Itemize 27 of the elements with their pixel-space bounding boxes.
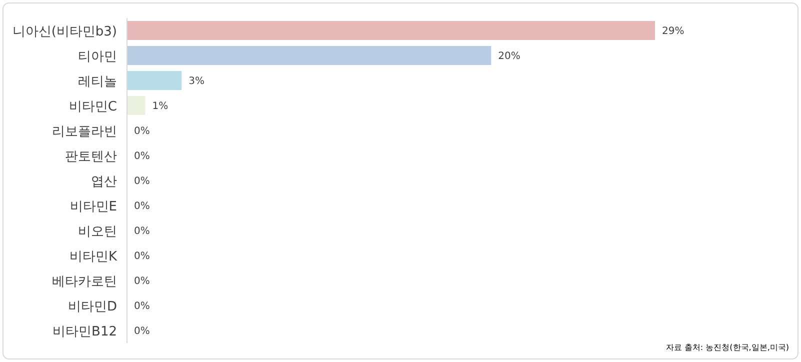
y-tick-label: 비타민K — [69, 250, 118, 264]
data-label: 0% — [134, 176, 150, 187]
y-tick-label: 비타민B12 — [52, 324, 117, 340]
data-label: 29% — [662, 26, 684, 37]
data-label: 1% — [152, 101, 168, 112]
data-label: 3% — [188, 76, 204, 87]
data-label: 0% — [134, 251, 150, 262]
data-label: 0% — [134, 301, 150, 312]
data-label: 0% — [134, 226, 150, 237]
data-label: 0% — [134, 276, 150, 287]
y-tick-label: 판토텐산 — [65, 150, 117, 164]
y-tick-label: 베타카로틴 — [52, 274, 117, 290]
y-tick-label: 레티놀 — [78, 74, 117, 90]
y-tick-label: 엽산 — [91, 174, 117, 190]
y-tick-label: 비오틴 — [78, 224, 117, 240]
data-label: 0% — [134, 151, 150, 162]
y-tick-label: 비타민D — [68, 300, 117, 314]
data-label: 0% — [134, 326, 150, 337]
y-tick-label: 비타민C — [68, 100, 117, 114]
data-label: 0% — [134, 201, 150, 212]
y-tick-label: 비타민E — [70, 200, 117, 214]
data-label: 20% — [498, 51, 520, 62]
y-tick-label: 티아민 — [78, 50, 117, 64]
y-tick-label: 리보플라빈 — [52, 124, 117, 140]
y-tick-label: 니아신(비타민b3) — [12, 24, 117, 40]
text: 자료 출처: 농진청(한국,일본,미국) — [666, 343, 789, 352]
data-label: 0% — [134, 126, 150, 137]
